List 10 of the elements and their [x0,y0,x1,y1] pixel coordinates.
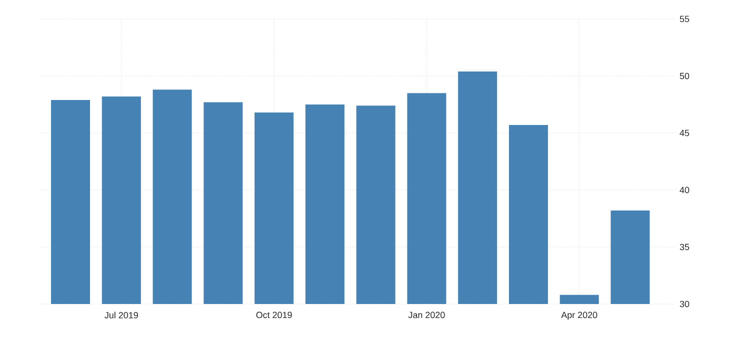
y-tick-label: 35 [680,244,690,250]
x-tick-label: Jan 2020 [408,312,445,318]
y-tick-label: 45 [680,130,690,136]
y-tick-label: 55 [680,16,690,22]
y-tick-label: 30 [680,300,690,308]
y-tick-label: 40 [680,186,690,194]
y-tick-label: 50 [680,72,690,80]
x-tick-label: Oct 2019 [256,312,292,318]
x-tick-label: Jul 2019 [104,312,138,318]
x-tick-label: Apr 2020 [561,312,598,320]
